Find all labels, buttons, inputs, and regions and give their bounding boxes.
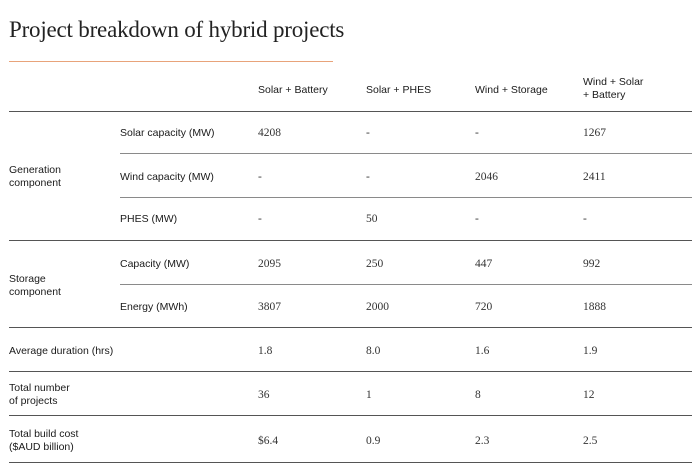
cell-value: $6.4	[258, 435, 279, 447]
row-label-total-cost: Total build cost	[9, 428, 79, 440]
cell-value: 1	[366, 389, 372, 401]
group-label-generation: component	[9, 177, 61, 189]
cell-value: 2.3	[475, 435, 490, 447]
cell-value: -	[475, 127, 479, 139]
cell-value: -	[475, 213, 479, 225]
cell-value: 1.8	[258, 345, 273, 357]
col-header-wind-solar-battery-2: + Battery	[583, 89, 626, 101]
col-header-solar-phes: Solar + PHES	[366, 84, 432, 96]
row-label-total-projects: Total number	[9, 382, 70, 394]
cell-value: 250	[366, 258, 384, 270]
group-label-storage: Storage	[9, 273, 46, 285]
cell-value: 1.9	[583, 345, 598, 357]
col-header-solar-battery: Solar + Battery	[258, 84, 328, 96]
cell-value: 1267	[583, 127, 606, 139]
row-rule	[9, 371, 692, 372]
cell-value: -	[366, 127, 370, 139]
row-label-phes: PHES (MW)	[120, 213, 178, 225]
header-rule	[9, 111, 692, 112]
cell-value: 447	[475, 258, 493, 270]
cell-value: 8.0	[366, 345, 381, 357]
cell-value: 1888	[583, 301, 606, 313]
cell-value: 3807	[258, 301, 281, 313]
row-label-solar-capacity: Solar capacity (MW)	[120, 127, 215, 139]
cell-value: 2046	[475, 171, 498, 183]
row-label-average-duration: Average duration (hrs)	[9, 345, 114, 357]
cell-value: 8	[475, 389, 481, 401]
page-title: Project breakdown of hybrid projects	[9, 17, 345, 42]
cell-value: 720	[475, 301, 493, 313]
row-label-storage-capacity: Capacity (MW)	[120, 258, 190, 270]
cell-value: -	[258, 171, 262, 183]
cell-value: 36	[258, 389, 270, 401]
cell-value: 50	[366, 213, 378, 225]
row-label-total-cost: ($AUD billion)	[9, 441, 74, 453]
cell-value: 992	[583, 258, 601, 270]
cell-value: 12	[583, 389, 595, 401]
cell-value: 2095	[258, 258, 281, 270]
cell-value: -	[366, 171, 370, 183]
cell-value: -	[258, 213, 262, 225]
title-underline	[9, 61, 333, 62]
row-divider	[120, 197, 692, 198]
cell-value: 2000	[366, 301, 389, 313]
cell-value: 2411	[583, 171, 606, 183]
row-label-wind-capacity: Wind capacity (MW)	[120, 171, 214, 183]
group-rule	[9, 327, 692, 328]
row-label-total-projects: of projects	[9, 395, 58, 407]
cell-value: 4208	[258, 127, 281, 139]
col-header-wind-solar-battery-1: Wind + Solar	[583, 76, 644, 88]
cell-value: 1.6	[475, 345, 490, 357]
row-rule	[9, 415, 692, 416]
row-divider	[120, 153, 692, 154]
cell-value: -	[583, 213, 587, 225]
group-label-storage: component	[9, 286, 61, 298]
group-label-generation: Generation	[9, 164, 61, 176]
col-header-wind-storage: Wind + Storage	[475, 84, 548, 96]
row-divider	[120, 284, 692, 285]
table-bottom-rule	[9, 462, 692, 463]
cell-value: 2.5	[583, 435, 598, 447]
group-rule	[9, 240, 692, 241]
row-label-storage-energy: Energy (MWh)	[120, 301, 188, 313]
cell-value: 0.9	[366, 435, 381, 447]
